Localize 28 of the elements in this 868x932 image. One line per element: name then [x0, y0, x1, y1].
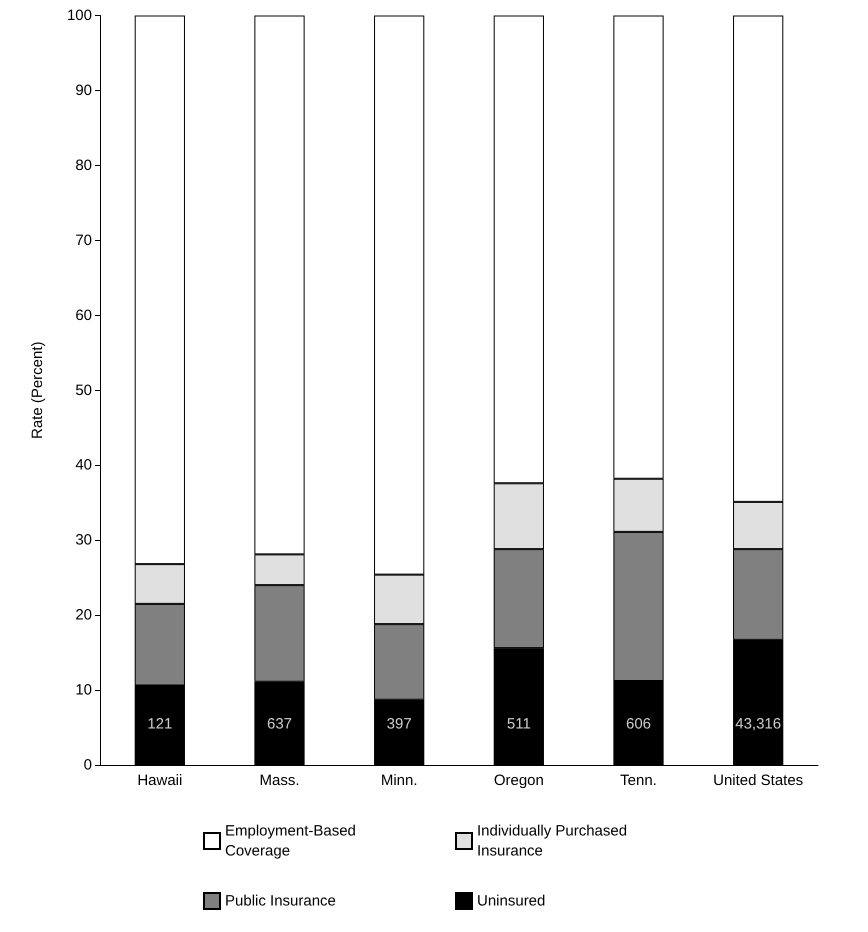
x-tick-label: United States: [713, 772, 804, 789]
annotation: 43,316: [735, 715, 782, 732]
legend-label: Individually Purchased Insurance: [477, 822, 632, 860]
y-tick-label: 60: [75, 306, 92, 324]
y-tick-label: 0: [84, 756, 92, 774]
y-tick-label: 30: [75, 532, 92, 549]
y-tick-label: 40: [75, 456, 92, 474]
annotation: 606: [626, 715, 652, 732]
annotation: 121: [147, 715, 172, 732]
y-axis-title: Rate (Percent): [29, 341, 46, 440]
y-tick-label: 20: [75, 606, 92, 624]
x-tick-label: Mass.: [259, 772, 300, 789]
y-tick-label: 80: [75, 156, 92, 174]
legend-label: Public Insurance: [225, 892, 336, 910]
x-tick-label: Oregon: [494, 772, 544, 789]
y-tick-label: 70: [75, 232, 92, 249]
y-tick-label: 50: [75, 382, 92, 399]
y-tick-label: 100: [66, 7, 92, 24]
y-tick-label: 90: [75, 82, 92, 99]
x-tick-label: Hawaii: [137, 772, 182, 789]
legend-label: Employment-Based Coverage: [225, 822, 360, 860]
annotation: 397: [386, 715, 412, 732]
x-tick-label: Tenn.: [620, 772, 657, 789]
annotation: 637: [266, 715, 292, 732]
x-tick-label: Minn.: [380, 772, 418, 789]
annotation: 511: [506, 715, 531, 732]
legend-label: Uninsured: [477, 892, 546, 910]
y-tick-label: 10: [75, 682, 92, 699]
